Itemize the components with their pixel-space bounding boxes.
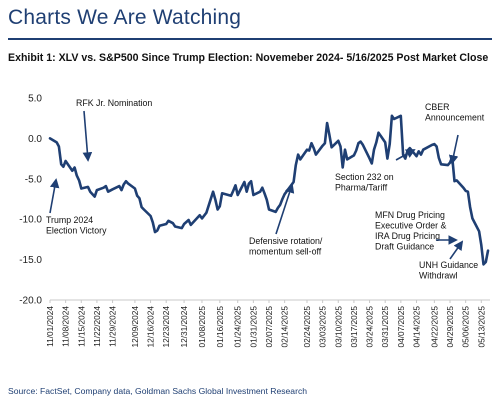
x-tick-label: 11/08/2024 [61, 306, 71, 347]
annotation-label: Defensive rotation/ [249, 236, 323, 246]
title-divider [8, 38, 492, 40]
annotation-label: Pharma/Tariff [335, 183, 388, 193]
series-group [48, 114, 490, 266]
x-tick-label: 12/16/2024 [146, 306, 156, 348]
annotation-label: Executive Order & [375, 221, 447, 231]
annotation-label: RFK Jr. Nomination [76, 98, 152, 108]
x-tick-label: 01/24/2025 [233, 306, 243, 348]
x-tick-label: 11/15/2024 [76, 306, 86, 347]
x-tick-label: 03/03/2025 [318, 306, 328, 348]
x-tick-label: 02/24/2025 [302, 306, 312, 348]
annotation-label: momentum sell-off [249, 247, 322, 257]
annotation-label: Withdrawl [419, 271, 458, 281]
annotation-label: MFN Drug Pricing [375, 210, 445, 220]
x-tick-label: 11/22/2024 [92, 306, 102, 347]
x-tick-label: 01/16/2025 [215, 306, 225, 348]
x-tick-label: 12/09/2024 [130, 306, 140, 348]
annotation-label: IRA Drug Pricing [375, 231, 440, 241]
annotation-label: Election Victory [46, 226, 107, 236]
x-tick-label: 04/29/2025 [445, 306, 455, 348]
x-tick-label: 11/29/2024 [108, 306, 118, 347]
annotation-arrow [448, 134, 459, 165]
x-tick-label: 04/22/2025 [429, 306, 439, 348]
x-tick-label: 03/24/2025 [365, 306, 375, 348]
annotation-arrow [49, 178, 60, 214]
x-tick-label: 04/14/2025 [411, 306, 421, 348]
x-tick-label: 04/07/2025 [396, 306, 406, 348]
x-axis: 11/01/2024 11/08/2024 11/15/2024 11/22/2024… [45, 299, 490, 348]
y-axis: 5.0 0.0 -5.0 -10.0 -15.0 -20.0 [19, 94, 42, 307]
annotation-arrow [82, 110, 93, 162]
x-tick-label: 12/31/2024 [179, 306, 189, 348]
y-tick-label: -15.0 [19, 255, 42, 266]
source-note: Source: FactSet, Company data, Goldman S… [8, 386, 308, 396]
y-tick-label: 0.0 [28, 134, 42, 145]
series-line [48, 114, 490, 266]
x-tick-label: 03/10/2025 [333, 306, 343, 348]
x-tick-label: 03/31/2025 [380, 306, 390, 348]
annotation-label: Draft Guidance [375, 242, 434, 252]
y-tick-label: -10.0 [19, 215, 42, 226]
x-tick-label: 02/14/2025 [280, 306, 290, 348]
x-tick-label: 01/08/2025 [197, 306, 207, 348]
page-title: Charts We Are Watching [8, 6, 242, 29]
annotation-label: UNH Guidance [419, 260, 478, 270]
annotation-label: CBER [425, 102, 449, 112]
annotation-arrow [395, 149, 416, 161]
x-tick-label: 02/07/2025 [264, 306, 274, 348]
x-tick-label: 11/01/2024 [45, 306, 55, 347]
annotation-arrow [449, 240, 464, 260]
x-tick-label: 05/06/2025 [461, 306, 471, 348]
annotation-label: Announcement [425, 113, 485, 123]
exhibit-title: Exhibit 1: XLV vs. S&P500 Since Trump El… [8, 52, 489, 64]
x-tick-label: 12/23/2024 [161, 306, 171, 348]
annotation-arrow [275, 183, 295, 235]
x-tick-label: 05/13/2025 [476, 306, 486, 348]
y-tick-label: 5.0 [28, 94, 42, 105]
annotation-label: Trump 2024 [46, 215, 93, 225]
annotation-label: Section 232 on [335, 172, 394, 182]
y-tick-label: -20.0 [19, 296, 42, 307]
y-tick-label: -5.0 [25, 174, 43, 185]
x-tick-label: 03/17/2025 [349, 306, 359, 348]
x-tick-label: 01/31/2025 [248, 306, 258, 348]
